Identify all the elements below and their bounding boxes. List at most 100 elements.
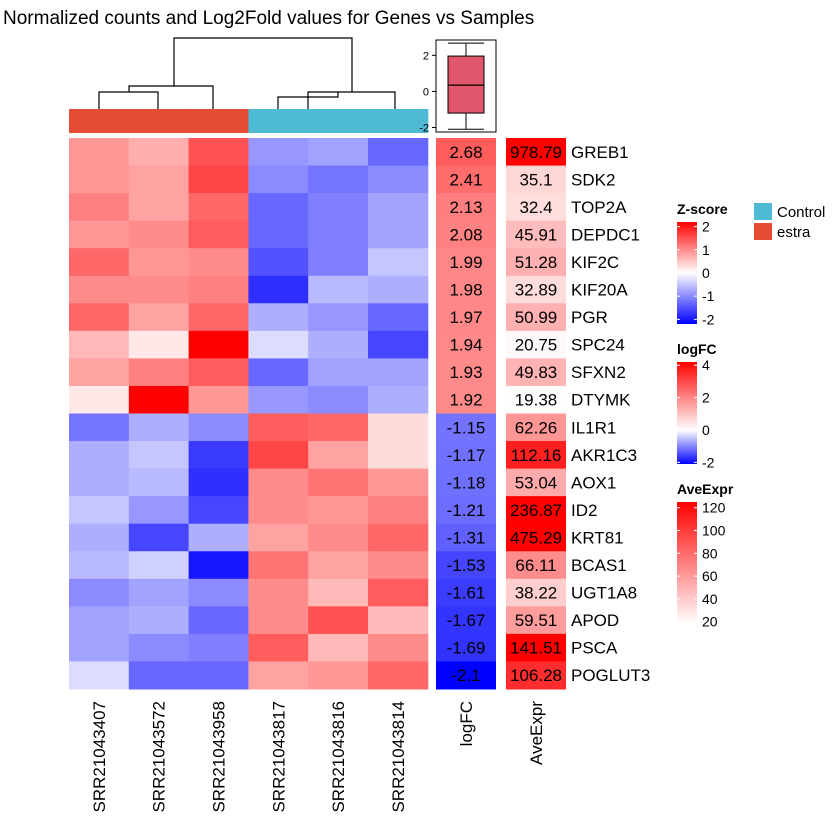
aveexpr-cell [506, 165, 566, 194]
gene-label: SDK2 [571, 170, 615, 189]
heatmap-cell [308, 165, 369, 194]
sample-labels: SRR21043407 SRR21043572 SRR21043958 SRR2104… [90, 701, 546, 813]
heatmap-cell [308, 248, 369, 277]
sample-group-bar [69, 109, 429, 133]
heatmap-cell [368, 578, 429, 607]
group-legend-label: Control [777, 204, 825, 221]
logfc-cell [436, 606, 496, 635]
heatmap-cell [188, 413, 249, 442]
heatmap-cell [308, 496, 369, 525]
boxplot-tick-label: -2 [419, 122, 429, 134]
group-cell [368, 109, 429, 133]
aveexpr-column: 978.79 35.1 32.4 45.91 51.28 32.89 50.99 20.75 4… [506, 138, 566, 690]
heatmap-cell [188, 330, 249, 359]
gene-label: TOP2A [571, 198, 627, 217]
heatmap-cell [308, 275, 369, 304]
zscore-legend-tick-label: 0 [702, 265, 710, 281]
aveexpr-legend-tick-label: 20 [702, 614, 718, 630]
aveexpr-value: 62.26 [515, 418, 558, 437]
logfc-boxplot: 2 0 -2 [419, 39, 497, 134]
heatmap-cell [128, 523, 190, 552]
aveexpr-value: 49.83 [515, 363, 558, 382]
heatmap-cell [69, 358, 130, 387]
aveexpr-value: 19.38 [515, 391, 558, 410]
logfc-cell [436, 303, 496, 332]
group-cell [128, 109, 190, 133]
heatmap-cell [308, 661, 369, 690]
zscore-legend-title: Z-score [677, 201, 728, 217]
aveexpr-cell [506, 248, 566, 277]
heatmap-cell [368, 220, 429, 249]
logfc-value: 1.93 [449, 363, 482, 382]
heatmap-cell [368, 633, 429, 662]
heatmap-cell [368, 248, 429, 277]
heatmap-cell [69, 138, 130, 167]
gene-label: KIF20A [571, 281, 628, 300]
heatmap-cell [128, 248, 190, 277]
aveexpr-cell [506, 578, 566, 607]
gene-label: PGR [571, 308, 608, 327]
gene-label: BCAS1 [571, 556, 627, 575]
gene-label: AKR1C3 [571, 446, 637, 465]
logfc-value: 1.94 [449, 336, 482, 355]
heatmap-cell [188, 138, 249, 167]
logfc-value: -1.69 [447, 639, 486, 658]
heatmap-cell [368, 193, 429, 222]
heatmap-cell [368, 523, 429, 552]
sample-label: SRR21043958 [210, 701, 229, 813]
logfc-value: 1.97 [449, 308, 482, 327]
heatmap-cell [128, 633, 190, 662]
heatmap-cell [69, 385, 130, 414]
heatmap-cell [308, 385, 369, 414]
logfc-value: -1.18 [447, 473, 486, 492]
heatmap-cell [128, 551, 190, 580]
logfc-cell [436, 385, 496, 414]
gene-label: APOD [571, 611, 619, 630]
heatmap-cell [368, 468, 429, 497]
logfc-cell [436, 551, 496, 580]
heatmap-cell [308, 330, 369, 359]
logfc-value: -1.21 [447, 501, 486, 520]
logfc-value: 2.68 [449, 143, 482, 162]
heatmap-cell [248, 661, 309, 690]
heatmap-cell [308, 193, 369, 222]
logfc-cell [436, 413, 496, 442]
gene-label: UGT1A8 [571, 584, 637, 603]
heatmap-cell [248, 606, 309, 635]
heatmap-cell [128, 303, 190, 332]
aveexpr-value: 20.75 [515, 336, 558, 355]
heatmap-cell [188, 441, 249, 470]
heatmap-cell [188, 303, 249, 332]
aveexpr-legend-tick-label: 80 [702, 545, 718, 561]
heatmap-cell [308, 633, 369, 662]
heatmap-cell [69, 330, 130, 359]
zscore-legend-tick-label: 1 [702, 242, 710, 258]
aveexpr-value: 32.89 [515, 281, 558, 300]
logfc-axis-label: logFC [457, 701, 476, 746]
heatmap-cell [248, 523, 309, 552]
group-legend-swatch [754, 203, 772, 220]
heatmap-cell [308, 441, 369, 470]
group-cell [69, 109, 130, 133]
heatmap-cell [188, 165, 249, 194]
heatmap-cell [368, 303, 429, 332]
legends: Z-score210-1-2logFC420-2AveExpr120100806… [677, 201, 825, 630]
heatmap-cell [248, 551, 309, 580]
heatmap-cell [248, 413, 309, 442]
heatmap-cell [308, 578, 369, 607]
aveexpr-legend-tick-label: 40 [702, 591, 718, 607]
heatmap-cell [128, 220, 190, 249]
heatmap-cell [308, 138, 369, 167]
heatmap-cell [128, 275, 190, 304]
zscore-legend-tick-label: 2 [702, 219, 710, 235]
gene-label: GREB1 [571, 143, 629, 162]
heatmap-cell [248, 193, 309, 222]
zscore-legend-tick-label: -2 [702, 311, 715, 327]
heatmap-cell [308, 523, 369, 552]
heatmap-cell [248, 330, 309, 359]
heatmap-cell [69, 606, 130, 635]
heatmap-cell [128, 165, 190, 194]
heatmap-cell [69, 468, 130, 497]
logfc-column: 2.68 2.41 2.13 2.08 1.99 1.98 1.97 1.94 1.93 1.92… [436, 138, 496, 690]
heatmap-cell [248, 496, 309, 525]
